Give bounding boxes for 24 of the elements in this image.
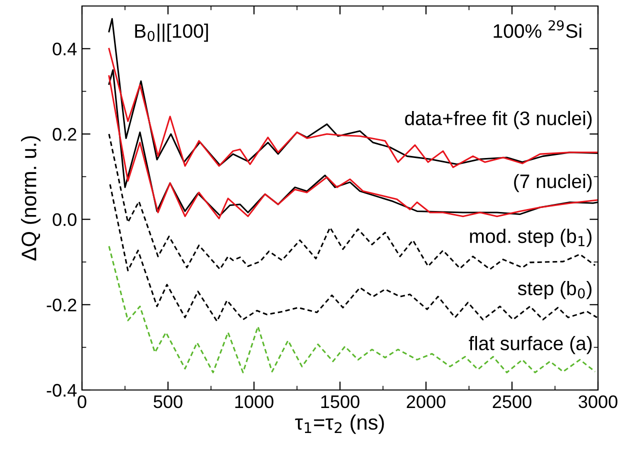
line-series xyxy=(108,133,596,270)
y-axis-title: ΔQ (norm. u.) xyxy=(21,136,40,260)
y-tick-label: 0.0 xyxy=(52,213,76,226)
y-tick-label: 0.4 xyxy=(52,42,77,56)
y-tick-label: -0.4 xyxy=(46,384,77,397)
annotation: B$_{0}$||[100] xyxy=(135,24,208,42)
annotation: 100% $^{29}$Si xyxy=(494,20,582,38)
annotation: data+free fit (3 nuclei) xyxy=(405,110,592,130)
x-tick-label: 1500 xyxy=(321,395,360,408)
annotation: mod. step (b$_{1}$) xyxy=(470,228,592,247)
x-tick-label: 2000 xyxy=(406,395,446,408)
line-series xyxy=(108,245,596,374)
x-tick-label: 0 xyxy=(78,395,86,408)
y-tick-label: -0.2 xyxy=(46,298,76,312)
annotation: step (b$_{0}$) xyxy=(518,281,592,300)
annotation: (7 nuclei) xyxy=(514,174,592,192)
annotation: flat surface (a) xyxy=(468,336,592,354)
x-tick-label: 1000 xyxy=(235,395,274,408)
x-tick-label: 500 xyxy=(154,395,182,408)
x-axis-title: τ$_{1}$=τ$_{2}$ (ns) xyxy=(295,414,384,434)
x-tick-label: 2500 xyxy=(492,395,532,408)
y-tick-label: 0.2 xyxy=(52,128,76,141)
line-series xyxy=(108,48,598,168)
x-tick-label: 3000 xyxy=(578,395,618,408)
